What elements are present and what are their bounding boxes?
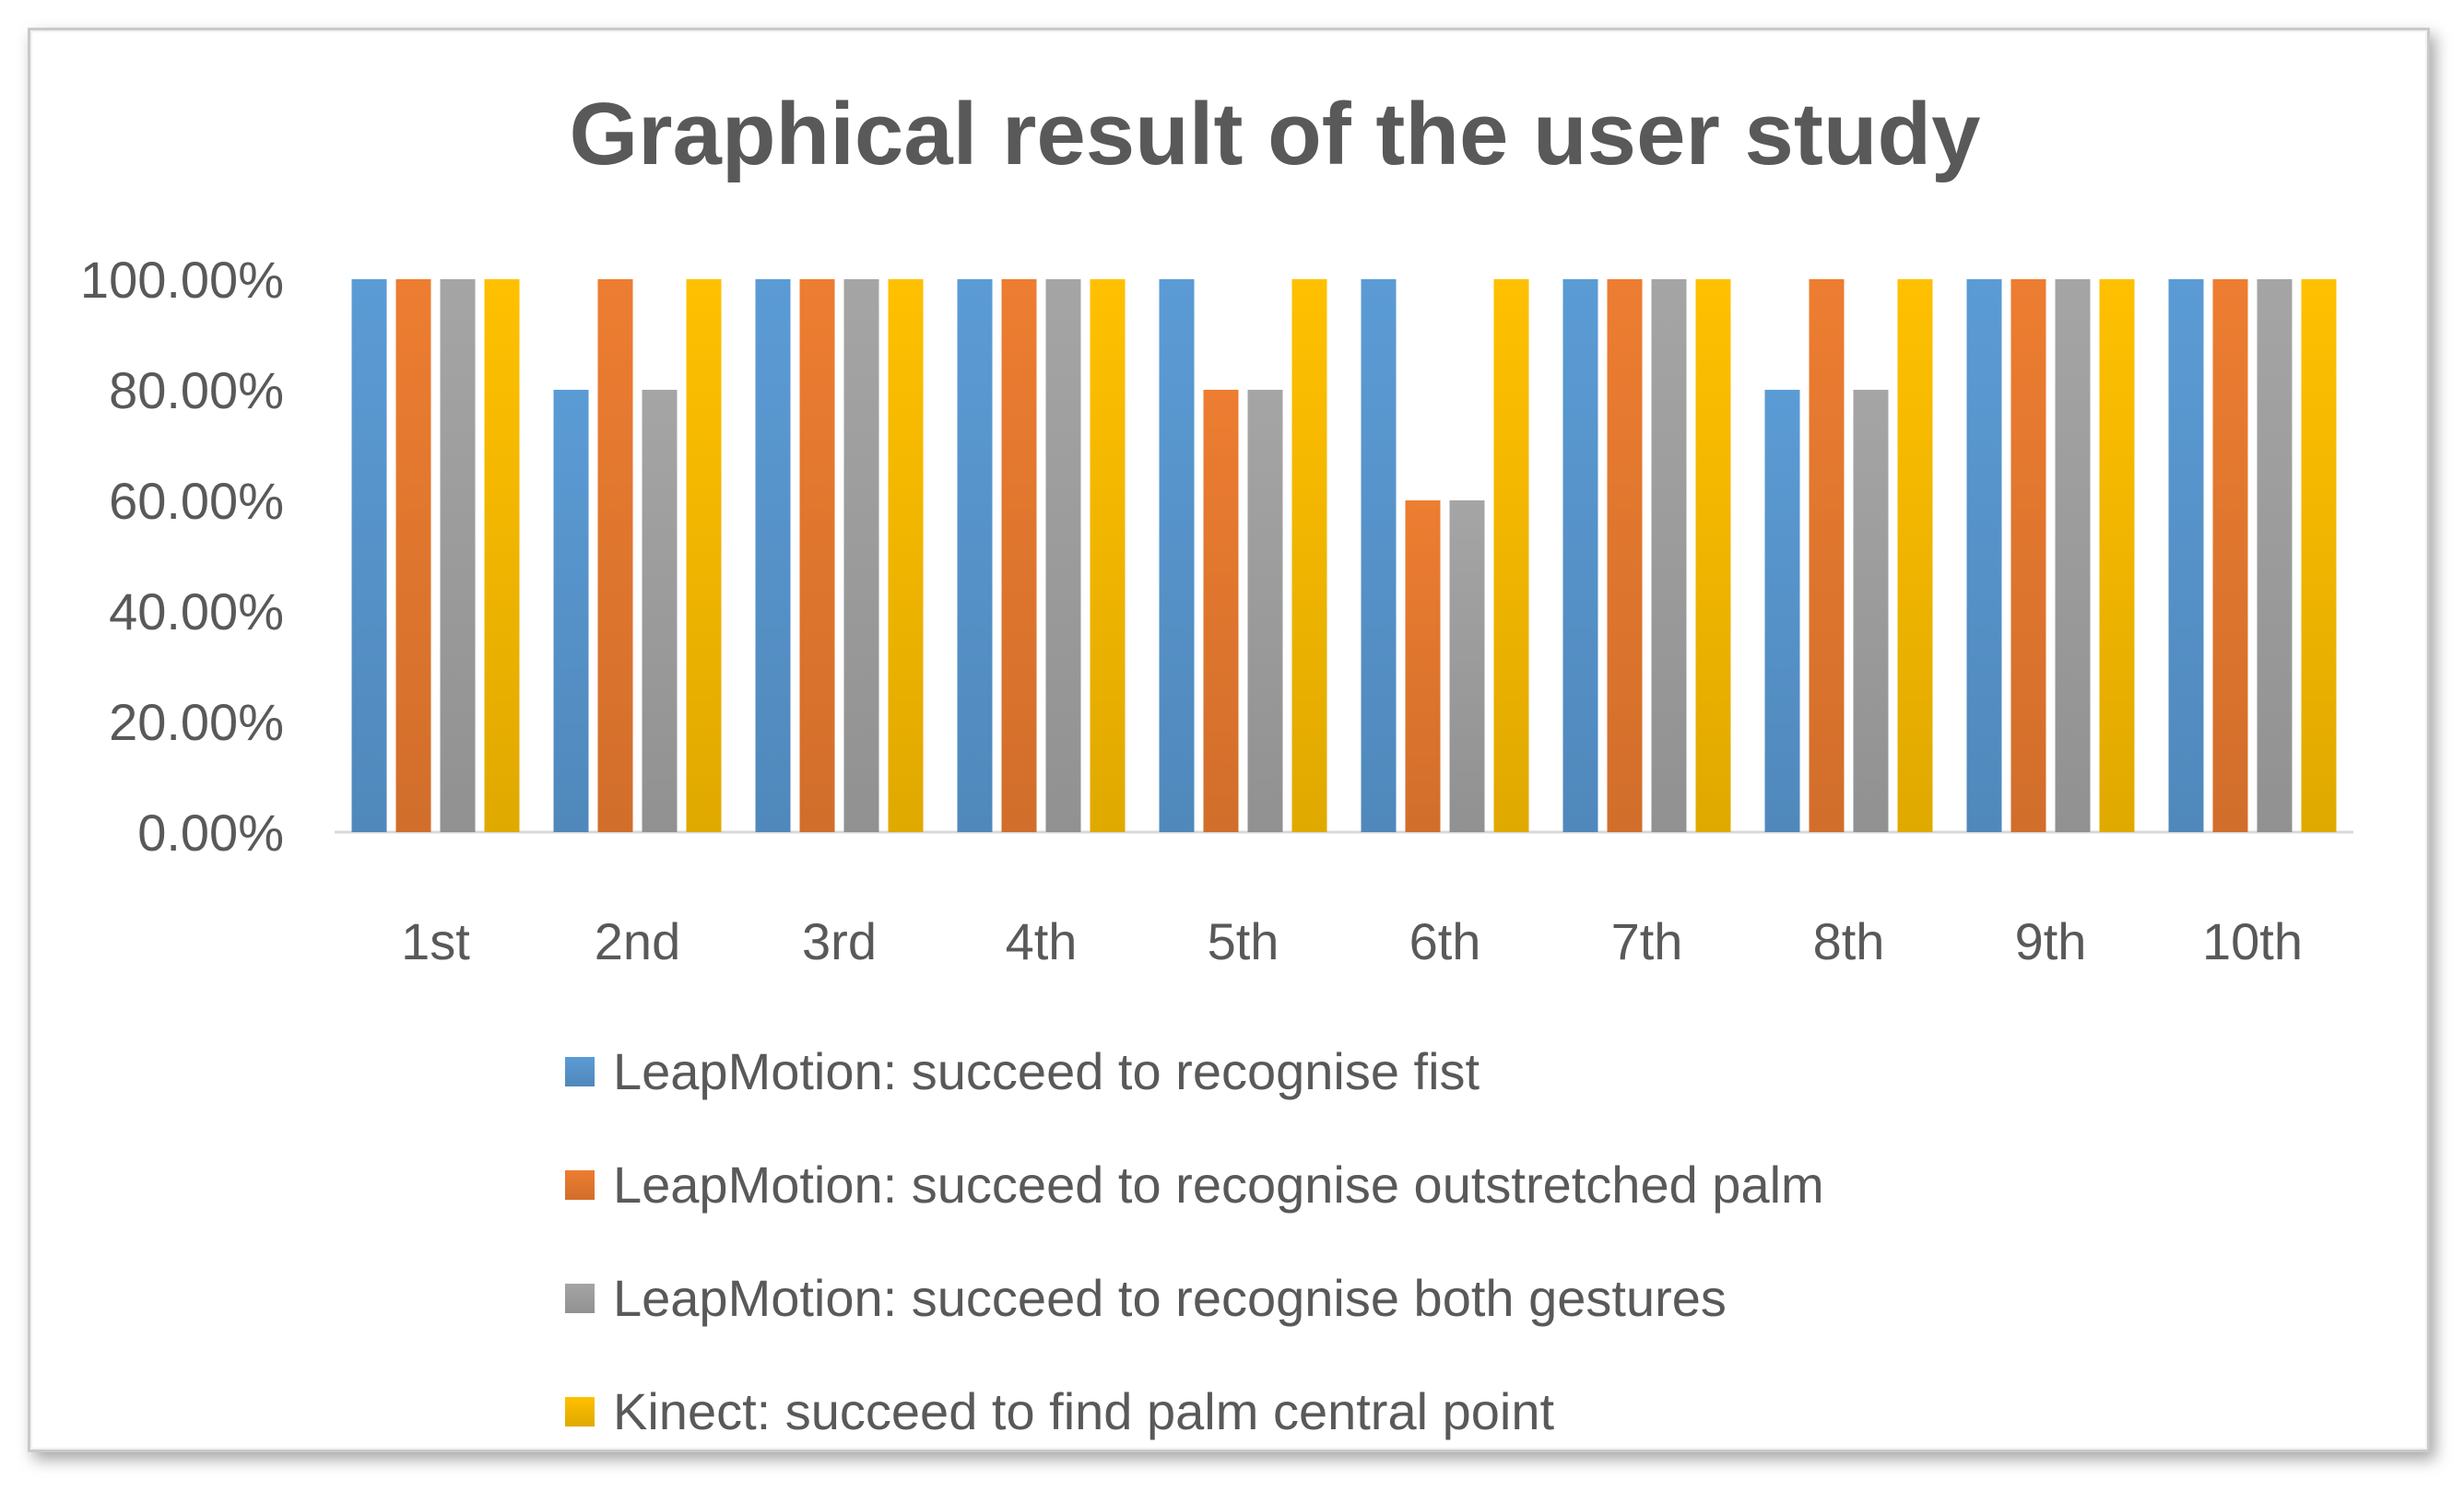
bar-8th-series-1 xyxy=(1764,390,1800,832)
bar-4th-series-2 xyxy=(1001,279,1037,832)
bar-chart: Graphical result of the user study 0.00%… xyxy=(80,85,2353,1440)
legend-swatch xyxy=(565,1057,595,1086)
bar-7th-series-3 xyxy=(1651,279,1687,832)
legend-swatch xyxy=(565,1170,595,1200)
bar-3rd-series-3 xyxy=(843,279,879,832)
y-tick-label: 0.00% xyxy=(137,804,284,862)
bars-group xyxy=(351,279,2337,832)
chart-title: Graphical result of the user study xyxy=(569,85,1980,183)
bar-2nd-series-4 xyxy=(686,279,722,832)
x-tick-label: 4th xyxy=(1006,912,1078,970)
bar-2nd-series-3 xyxy=(642,390,678,832)
bar-7th-series-2 xyxy=(1607,279,1643,832)
x-tick-label: 3rd xyxy=(802,912,877,970)
bar-8th-series-2 xyxy=(1809,279,1845,832)
x-tick-label: 1st xyxy=(401,912,470,970)
bar-10th-series-1 xyxy=(2168,279,2204,832)
bar-5th-series-1 xyxy=(1159,279,1195,832)
bar-9th-series-3 xyxy=(2055,279,2091,832)
y-tick-label: 80.00% xyxy=(109,361,284,419)
x-tick-label: 2nd xyxy=(595,912,680,970)
bar-4th-series-1 xyxy=(957,279,993,832)
bar-8th-series-4 xyxy=(1897,279,1933,832)
legend-label: LeapMotion: succeed to recognise both ge… xyxy=(613,1269,1727,1327)
chart-frame: Graphical result of the user study 0.00%… xyxy=(28,28,2430,1452)
x-axis-ticks: 1st 2nd 3rd 4th 5th 6th 7th 8th 9th 10th xyxy=(401,912,2303,970)
bar-3rd-series-4 xyxy=(888,279,924,832)
bar-3rd-series-1 xyxy=(755,279,791,832)
bar-10th-series-3 xyxy=(2257,279,2293,832)
legend-label: LeapMotion: succeed to recognise outstre… xyxy=(613,1156,1824,1214)
bar-7th-series-4 xyxy=(1695,279,1731,832)
bar-7th-series-1 xyxy=(1562,279,1598,832)
y-tick-label: 60.00% xyxy=(109,472,284,530)
legend-swatch xyxy=(565,1284,595,1313)
bar-6th-series-3 xyxy=(1449,500,1485,832)
y-tick-label: 20.00% xyxy=(109,693,284,751)
bar-1st-series-1 xyxy=(351,279,387,832)
bar-4th-series-4 xyxy=(1090,279,1126,832)
x-tick-label: 8th xyxy=(1813,912,1885,970)
x-tick-label: 9th xyxy=(2015,912,2087,970)
bar-9th-series-4 xyxy=(2099,279,2135,832)
bar-5th-series-4 xyxy=(1291,279,1327,832)
legend: LeapMotion: succeed to recognise fist Lea… xyxy=(565,1042,1824,1440)
bar-8th-series-3 xyxy=(1853,390,1889,832)
bar-9th-series-1 xyxy=(1966,279,2002,832)
bar-10th-series-4 xyxy=(2301,279,2337,832)
bar-1st-series-3 xyxy=(440,279,476,832)
y-axis-ticks: 0.00% 20.00% 40.00% 60.00% 80.00% 100.00% xyxy=(80,251,284,862)
bar-1st-series-4 xyxy=(484,279,520,832)
bar-3rd-series-2 xyxy=(799,279,835,832)
bar-4th-series-3 xyxy=(1045,279,1081,832)
bar-2nd-series-2 xyxy=(597,279,633,832)
x-tick-label: 6th xyxy=(1409,912,1481,970)
legend-label: Kinect: succeed to find palm central poi… xyxy=(613,1382,1554,1440)
bar-5th-series-2 xyxy=(1203,390,1239,832)
legend-swatch xyxy=(565,1397,595,1426)
bar-6th-series-2 xyxy=(1405,500,1441,832)
y-tick-label: 40.00% xyxy=(109,582,284,640)
legend-label: LeapMotion: succeed to recognise fist xyxy=(613,1042,1480,1100)
bar-2nd-series-1 xyxy=(553,390,589,832)
x-tick-label: 7th xyxy=(1611,912,1683,970)
bar-10th-series-2 xyxy=(2212,279,2248,832)
x-tick-label: 10th xyxy=(2202,912,2303,970)
x-tick-label: 5th xyxy=(1208,912,1279,970)
bar-6th-series-4 xyxy=(1493,279,1529,832)
y-tick-label: 100.00% xyxy=(80,251,284,309)
bar-5th-series-3 xyxy=(1247,390,1283,832)
bar-1st-series-2 xyxy=(395,279,431,832)
bar-9th-series-2 xyxy=(2010,279,2046,832)
bar-6th-series-1 xyxy=(1361,279,1397,832)
